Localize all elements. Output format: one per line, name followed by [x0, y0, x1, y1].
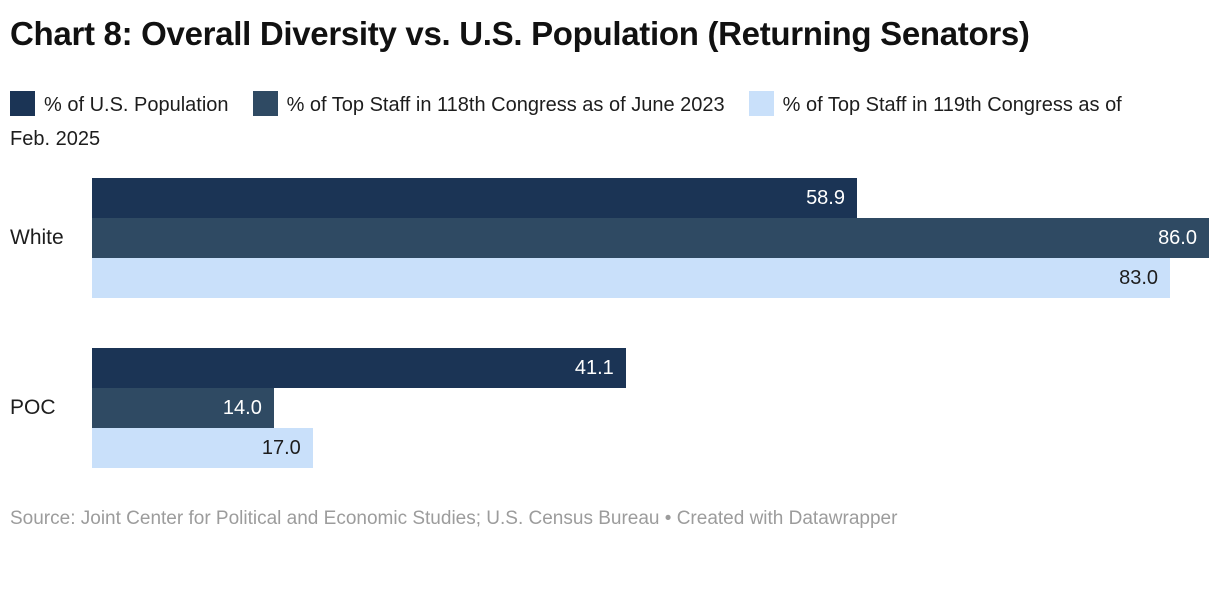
- category-group-poc: POC 41.1 14.0 17.0: [0, 348, 1220, 468]
- chart-container: Chart 8: Overall Diversity vs. U.S. Popu…: [0, 12, 1220, 602]
- bar-value-label: 14.0: [222, 396, 262, 419]
- legend-item-118th-congress: % of Top Staff in 118th Congress as of J…: [252, 91, 743, 116]
- source-note: Source: Joint Center for Political and E…: [10, 508, 898, 529]
- chart-title: Chart 8: Overall Diversity vs. U.S. Popu…: [10, 15, 1030, 52]
- legend-label: % of U.S. Population: [44, 94, 229, 116]
- legend-item-119th-congress: % of Top Staff in 119th Congress as of F…: [10, 91, 1122, 150]
- category-label: White: [10, 226, 64, 249]
- legend-label: % of Top Staff in 118th Congress as of J…: [286, 94, 725, 116]
- bar-white-119th-congress: 83.0: [92, 258, 1171, 298]
- bar-poc-118th-congress: 14.0: [92, 388, 274, 428]
- bar-value-label: 58.9: [806, 186, 845, 209]
- bar-value-label: 86.0: [1158, 226, 1197, 249]
- bar-stack: 41.1 14.0 17.0: [92, 348, 1209, 468]
- bar-value-label: 83.0: [1119, 266, 1159, 289]
- category-group-white: White 58.9 86.0 83.0: [0, 178, 1220, 298]
- legend: % of U.S. Population% of Top Staff in 11…: [10, 88, 1155, 156]
- bar-chart: White 58.9 86.0 83.0 POC 41.1 14.0 17.0: [0, 178, 1220, 468]
- category-label: POC: [10, 396, 56, 419]
- legend-swatch-slate: [252, 91, 278, 116]
- legend-swatch-light-blue: [748, 91, 774, 116]
- bar-white-us-population: 58.9: [92, 178, 857, 218]
- legend-swatch-navy: [10, 91, 35, 116]
- bar-white-118th-congress: 86.0: [92, 218, 1209, 258]
- bar-poc-119th-congress: 17.0: [92, 428, 313, 468]
- bar-stack: 58.9 86.0 83.0: [92, 178, 1209, 298]
- bar-value-label: 41.1: [574, 356, 614, 379]
- legend-label: % of Top Staff in 119th Congress as of F…: [10, 94, 1122, 150]
- legend-item-us-population: % of U.S. Population: [10, 91, 247, 116]
- bar-value-label: 17.0: [261, 436, 301, 459]
- bar-poc-us-population: 41.1: [92, 348, 626, 388]
